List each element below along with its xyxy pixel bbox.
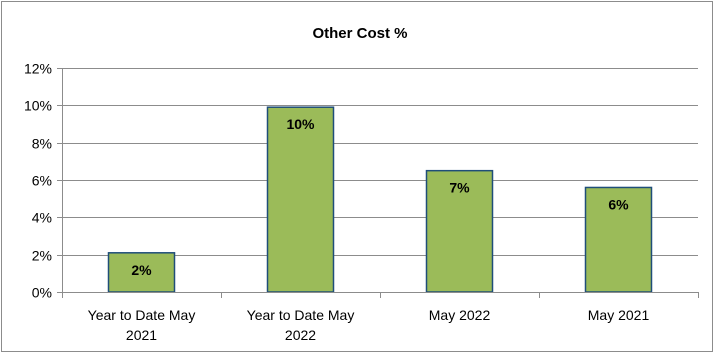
bar — [107, 252, 176, 293]
x-category-label: Year to Date May 2021 — [88, 307, 196, 343]
x-category-label-line: Year to Date May — [88, 307, 196, 323]
y-tick-label: 12% — [24, 61, 52, 77]
x-category-label-line: Year to Date May — [247, 307, 355, 323]
y-tick-label: 10% — [24, 98, 52, 114]
x-category-label-line: May 2021 — [588, 307, 650, 323]
y-tick-label: 8% — [32, 136, 52, 152]
data-label: 6% — [608, 196, 629, 212]
x-category-label-line: 2021 — [126, 327, 157, 343]
y-tick-label: 0% — [32, 285, 52, 301]
y-tick-label: 4% — [32, 210, 52, 226]
x-category-label: Year to Date May 2022 — [247, 307, 355, 343]
labels: 0% 2% 4% 6% 8% 10% 12% 2% Year to Date May 2021 10… — [24, 61, 649, 344]
axes — [57, 68, 699, 298]
data-label: 2% — [131, 262, 152, 278]
data-label: 10% — [286, 116, 315, 132]
data-label: 7% — [449, 180, 470, 196]
x-category-label-line: 2022 — [285, 327, 316, 343]
bar — [425, 169, 494, 293]
bars — [107, 106, 653, 293]
bar — [266, 106, 335, 293]
y-tick-label: 6% — [32, 173, 52, 189]
bar — [584, 186, 653, 293]
chart-title: Other Cost % — [312, 25, 407, 42]
x-category-label: May 2022 — [429, 307, 491, 323]
x-category-label-line: May 2022 — [429, 307, 491, 323]
y-tick-label: 2% — [32, 248, 52, 264]
x-category-label: May 2021 — [588, 307, 650, 323]
